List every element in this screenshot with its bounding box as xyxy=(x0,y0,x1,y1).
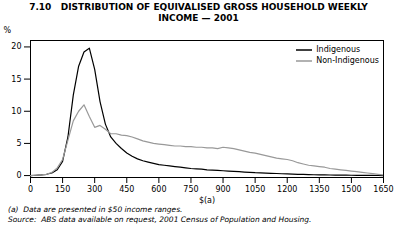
html-text:Source: ABS data available on: Source: ABS data available on request, 2… xyxy=(8,214,312,224)
svg-text:%: % xyxy=(4,26,12,35)
svg-text:300: 300 xyxy=(87,185,102,194)
svg-text:0: 0 xyxy=(16,171,21,180)
svg-text:150: 150 xyxy=(55,185,70,194)
svg-text:$(a): $(a) xyxy=(199,196,215,205)
html-text:(a) Data are presented in $50: (a) Data are presented in $50 income ran… xyxy=(8,205,183,214)
html-text:7.10 DISTRIBUTION OF EQUIVALIS: 7.10 DISTRIBUTION OF EQUIVALISED GROSS H… xyxy=(29,2,368,23)
svg-text:1200: 1200 xyxy=(277,185,297,194)
svg-text:20: 20 xyxy=(11,42,21,51)
svg-text:900: 900 xyxy=(215,185,230,194)
svg-text:1050: 1050 xyxy=(245,185,265,194)
svg-text:1650: 1650 xyxy=(373,185,393,194)
svg-text:750: 750 xyxy=(183,185,198,194)
svg-text:5: 5 xyxy=(16,139,21,148)
html-text:Non-Indigenous: Non-Indigenous xyxy=(316,56,379,65)
svg-text:1500: 1500 xyxy=(341,185,361,194)
svg-text:15: 15 xyxy=(11,75,21,84)
svg-text:10: 10 xyxy=(11,107,21,116)
svg-text:1350: 1350 xyxy=(309,185,329,194)
svg-text:0: 0 xyxy=(28,185,33,194)
html-text:Indigenous: Indigenous xyxy=(316,45,361,54)
svg-text:600: 600 xyxy=(151,185,166,194)
svg-text:450: 450 xyxy=(119,185,134,194)
